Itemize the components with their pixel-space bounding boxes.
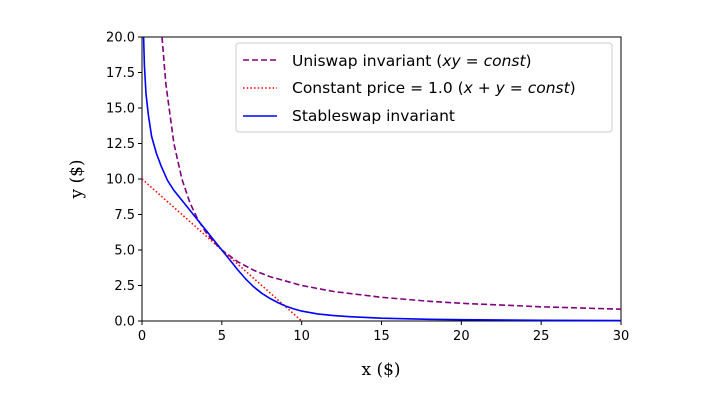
y-tick-label: 2.5	[114, 279, 135, 294]
x-axis-label: x ($)	[361, 360, 400, 380]
series-line-uniswap	[161, 36, 622, 310]
legend-entry-stableswap: Stableswap invariant	[292, 107, 455, 125]
x-tick-label: 5	[218, 329, 226, 344]
legend: Uniswap invariant (xy = const) Constant …	[235, 42, 613, 133]
y-tick-label: 17.5	[106, 66, 135, 81]
x-tick-label: 0	[138, 329, 146, 344]
y-axis-label: y ($)	[67, 159, 87, 199]
series-line-stableswap	[142, 36, 622, 322]
y-tick-label: 0.0	[114, 315, 135, 330]
x-tick-label: 10	[293, 329, 310, 344]
x-tick-label: 30	[613, 329, 630, 344]
series-layer	[141, 36, 622, 322]
x-tick-label: 25	[533, 329, 550, 344]
y-tick-label: 10.0	[106, 173, 135, 188]
y-tick-label: 20.0	[106, 31, 135, 46]
y-tick-label: 7.5	[114, 208, 135, 223]
x-tick-label: 15	[373, 329, 390, 344]
legend-box	[235, 42, 613, 133]
y-tick-label: 12.5	[106, 137, 135, 152]
x-tick-label: 20	[453, 329, 470, 344]
x-ticks: 0 5 10 15 20 25 30	[138, 321, 629, 344]
legend-entry-constant-price: Constant price = 1.0 (x + y = const)	[292, 79, 576, 97]
y-tick-label: 15.0	[106, 102, 135, 117]
legend-entry-uniswap: Uniswap invariant (xy = const)	[292, 52, 532, 70]
series-line-constant	[141, 178, 303, 322]
y-ticks: 0.0 2.5 5.0 7.5 10.0 12.5 15.0 17.5 20.0	[106, 31, 142, 330]
y-tick-label: 5.0	[114, 244, 135, 259]
